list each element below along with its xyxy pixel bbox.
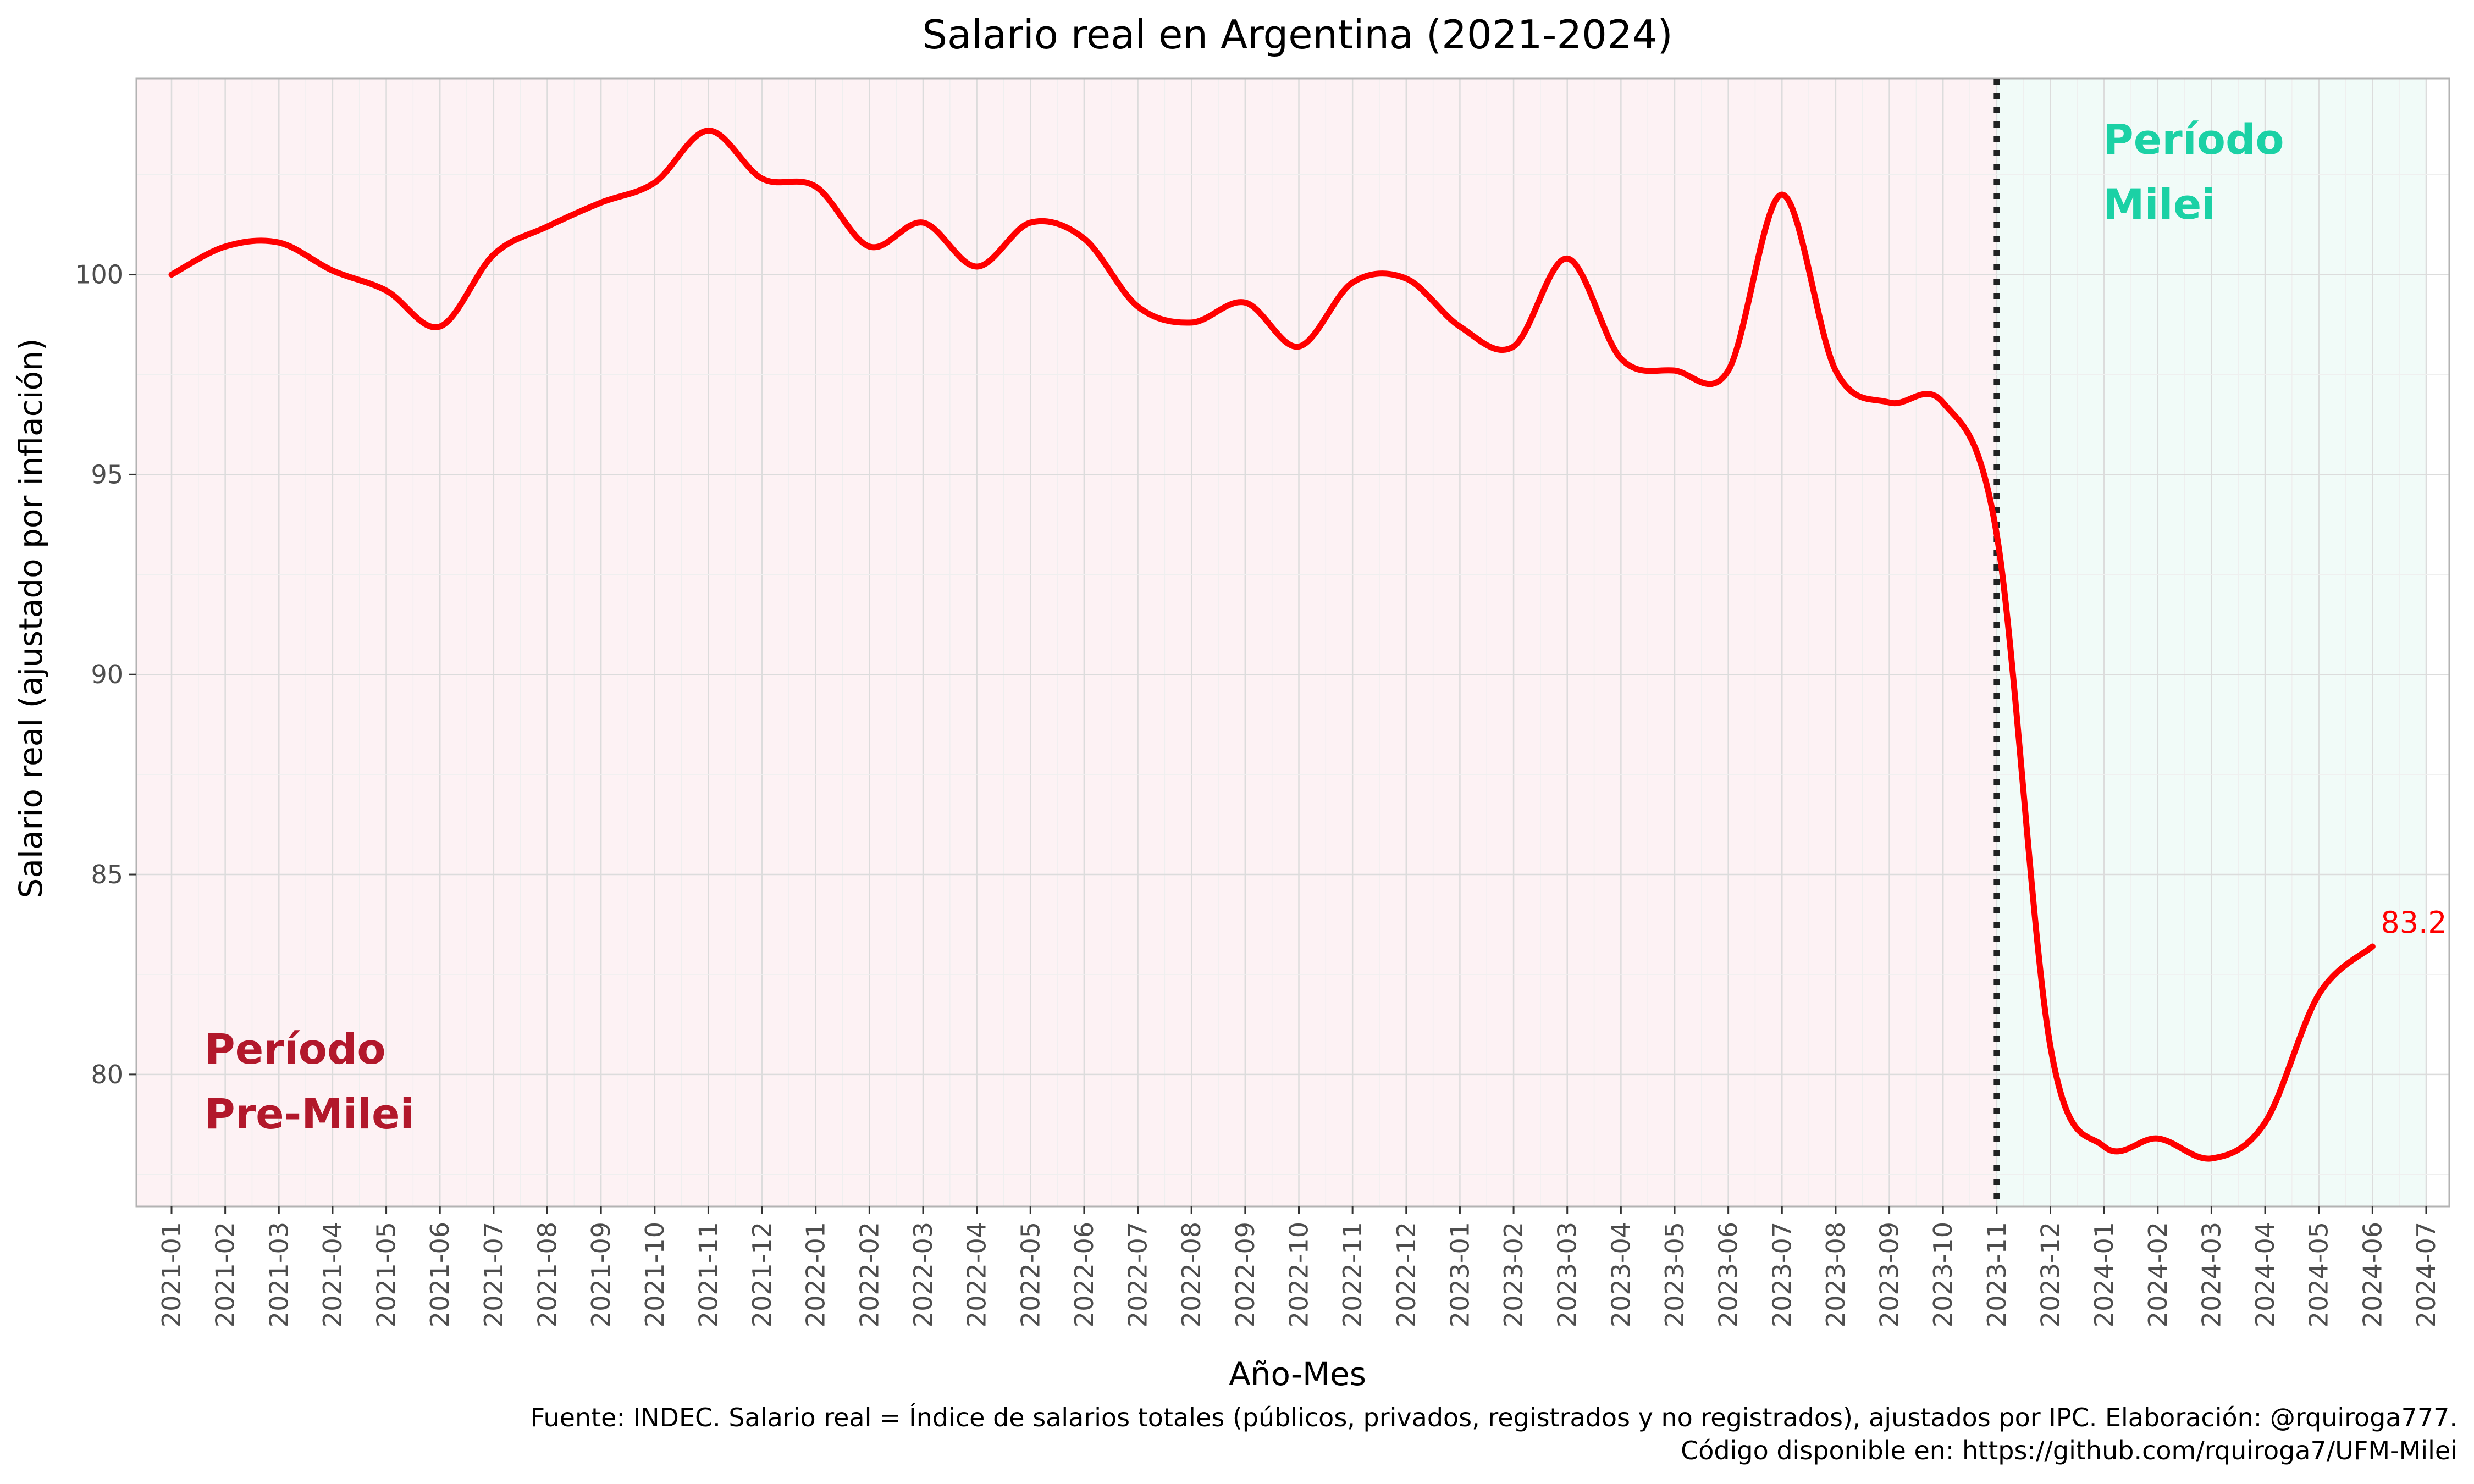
x-tick-label: 2021-09 xyxy=(586,1222,616,1327)
x-tick-label: 2024-01 xyxy=(2089,1222,2119,1327)
label-pre-milei: Período Pre-Milei xyxy=(205,1025,415,1138)
x-axis-ticks: 2021-01 2021-02 2021-03 2021-04 2021-05 2021-… xyxy=(157,1206,2441,1327)
x-tick-label: 2022-11 xyxy=(1338,1222,1367,1327)
x-tick-label: 2022-09 xyxy=(1230,1222,1260,1327)
x-tick-label: 2021-04 xyxy=(318,1222,347,1327)
x-tick-label: 2024-06 xyxy=(2357,1222,2387,1327)
y-axis-ticks: 80 85 90 95 100 xyxy=(75,260,136,1089)
x-tick-label: 2021-08 xyxy=(533,1222,562,1327)
x-tick-label: 2023-04 xyxy=(1606,1222,1636,1327)
x-tick-label: 2023-07 xyxy=(1767,1222,1797,1327)
x-tick-label: 2021-12 xyxy=(747,1222,777,1327)
x-tick-label: 2022-10 xyxy=(1284,1222,1314,1327)
x-tick-label: 2022-12 xyxy=(1391,1222,1421,1327)
x-tick-label: 2022-06 xyxy=(1069,1222,1099,1327)
x-tick-label: 2022-01 xyxy=(801,1222,831,1327)
x-tick-label: 2022-05 xyxy=(1015,1222,1045,1327)
x-tick-label: 2022-02 xyxy=(854,1222,884,1327)
plot-border xyxy=(135,77,2450,1208)
region-pre-milei xyxy=(136,79,1997,1206)
x-tick-label: 2022-07 xyxy=(1123,1222,1153,1327)
x-tick-label: 2023-05 xyxy=(1660,1222,1689,1327)
grid xyxy=(136,79,2449,1206)
y-tick-label: 95 xyxy=(91,459,123,489)
x-tick-label: 2022-04 xyxy=(962,1222,992,1327)
x-tick-label: 2024-04 xyxy=(2250,1222,2280,1327)
period-regions xyxy=(136,79,2426,1206)
x-tick-label: 2021-05 xyxy=(372,1222,401,1327)
x-tick-label: 2021-01 xyxy=(157,1222,186,1327)
label-milei: Período Milei xyxy=(2103,115,2284,229)
x-tick-label: 2023-09 xyxy=(1875,1222,1904,1327)
x-axis-title: Año-Mes xyxy=(1229,1355,1366,1393)
x-tick-label: 2024-05 xyxy=(2304,1222,2334,1327)
chart-title: Salario real en Argentina (2021-2024) xyxy=(922,12,1672,58)
y-axis-title: Salario real (ajustado por inflación) xyxy=(12,339,49,899)
x-tick-label: 2023-02 xyxy=(1499,1222,1528,1327)
y-tick-label: 90 xyxy=(91,660,123,689)
y-tick-label: 80 xyxy=(91,1060,123,1089)
x-tick-label: 2023-12 xyxy=(2036,1222,2066,1327)
series-line-salario-real xyxy=(168,128,2376,1162)
y-tick-label: 100 xyxy=(75,260,123,290)
x-tick-label: 2021-10 xyxy=(640,1222,670,1327)
x-tick-label: 2022-08 xyxy=(1177,1222,1206,1327)
x-tick-label: 2023-11 xyxy=(1982,1222,2012,1327)
x-tick-label: 2023-10 xyxy=(1928,1222,1958,1327)
caption-line-1: Fuente: INDEC. Salario real = Índice de … xyxy=(531,1403,2458,1432)
x-tick-label: 2021-03 xyxy=(264,1222,294,1327)
x-tick-label: 2023-03 xyxy=(1553,1222,1582,1327)
x-tick-label: 2024-07 xyxy=(2411,1222,2441,1327)
x-tick-label: 2022-03 xyxy=(908,1222,938,1327)
x-tick-label: 2021-06 xyxy=(425,1222,455,1327)
x-tick-label: 2023-06 xyxy=(1714,1222,1743,1327)
x-tick-label: 2021-02 xyxy=(211,1222,240,1327)
y-tick-label: 85 xyxy=(91,860,123,889)
x-tick-label: 2024-03 xyxy=(2196,1222,2226,1327)
series xyxy=(168,128,2376,1162)
x-tick-label: 2023-08 xyxy=(1821,1222,1851,1327)
x-tick-label: 2023-01 xyxy=(1445,1222,1475,1327)
x-tick-label: 2021-07 xyxy=(479,1222,509,1327)
caption-line-2: Código disponible en: https://github.com… xyxy=(1681,1436,2458,1465)
end-value-label: 83.2 xyxy=(2381,905,2447,940)
x-tick-label: 2024-02 xyxy=(2143,1222,2173,1327)
period-labels: Período Pre-Milei Período Milei xyxy=(205,115,2284,1138)
x-tick-label: 2021-11 xyxy=(693,1222,723,1327)
